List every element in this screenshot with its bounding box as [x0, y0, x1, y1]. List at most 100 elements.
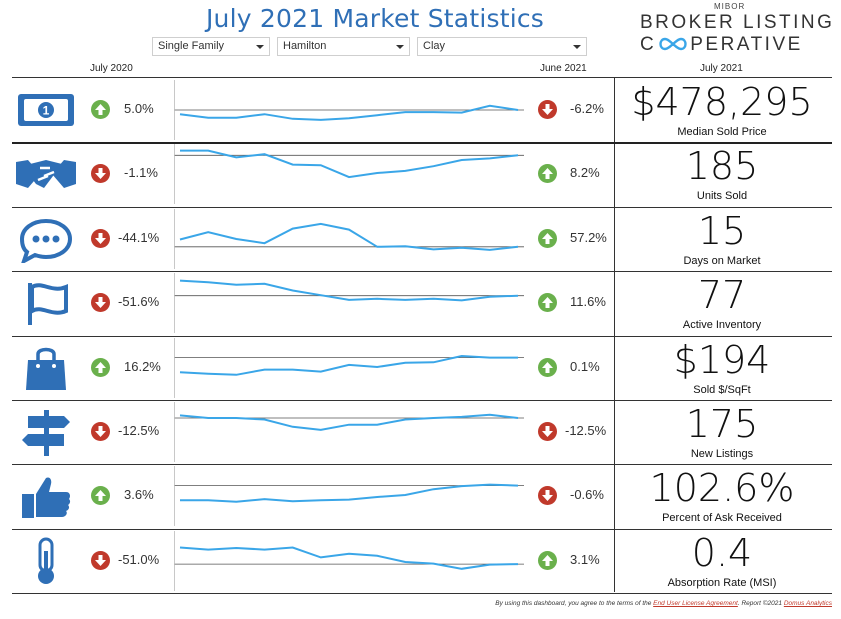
- column-july-2020: July 2020: [90, 63, 133, 74]
- metric-label: New Listings: [690, 448, 754, 460]
- signpost-icon: [22, 410, 70, 456]
- metric-value: 102.6%: [649, 466, 795, 510]
- yoy-change: 3.6%: [124, 487, 154, 502]
- divider-vertical: [614, 77, 615, 592]
- series-line: [179, 546, 519, 570]
- mom-change: 57.2%: [570, 230, 607, 245]
- metric-value: 175: [685, 402, 759, 446]
- series-line: [179, 279, 519, 302]
- chat-icon: [19, 218, 73, 263]
- sparkline-chart: [174, 338, 524, 398]
- township-value: Clay: [423, 40, 446, 52]
- sparkline-chart: [174, 144, 524, 204]
- metric-label: Absorption Rate (MSI): [667, 577, 777, 589]
- flag-icon: [28, 283, 68, 325]
- row-divider: [12, 336, 832, 337]
- series-line: [180, 483, 519, 503]
- chevron-down-icon: [396, 45, 404, 49]
- county-value: Hamilton: [283, 40, 327, 52]
- yoy-change: -12.5%: [118, 423, 160, 438]
- metric-row: 1 5.0% -6.2% $478,295 Median Sold Price: [12, 78, 832, 142]
- row-divider: [12, 207, 832, 208]
- series-line: [179, 222, 519, 251]
- township-select[interactable]: Clay: [417, 37, 587, 56]
- chevron-down-icon: [256, 45, 264, 49]
- row-divider: [12, 529, 832, 530]
- metric-row: -44.1% 57.2% 15 Days on Market: [12, 207, 832, 271]
- mom-change: 11.6%: [570, 294, 606, 309]
- mom-arrow-up-icon: [538, 164, 557, 183]
- row-divider: [12, 271, 832, 272]
- logo-mibor: MIBOR: [714, 2, 746, 11]
- series-line: [179, 104, 519, 121]
- infinity-logo-icon: [659, 37, 687, 51]
- metric-row: -51.6% 11.6% 77 Active Inventory: [12, 271, 832, 335]
- mom-arrow-up-icon: [538, 551, 557, 570]
- metric-value: 185: [685, 144, 759, 188]
- eula-link[interactable]: End User License Agreement: [653, 600, 738, 607]
- sparkline-chart: [174, 531, 524, 591]
- yoy-arrow-down-icon: [91, 551, 110, 570]
- mom-arrow-down-icon: [538, 100, 557, 119]
- money-icon: 1: [18, 94, 74, 126]
- row-divider: [12, 142, 832, 144]
- row-divider: [12, 593, 832, 594]
- mom-arrow-down-icon: [538, 486, 557, 505]
- domus-link[interactable]: Domus Analytics: [783, 600, 832, 607]
- yoy-change: -51.6%: [118, 294, 160, 309]
- metric-label: Days on Market: [683, 255, 761, 267]
- logo-rest: PERATIVE: [690, 34, 803, 55]
- metric-label: Active Inventory: [682, 319, 762, 331]
- logo-line-2: C PERATIVE: [640, 34, 803, 56]
- sparkline-chart: [174, 466, 524, 526]
- metric-value: $478,295: [631, 80, 813, 124]
- logo-line-1: BROKER LISTING: [640, 12, 835, 33]
- metric-label: Units Sold: [696, 190, 748, 202]
- mom-change: -6.2%: [570, 101, 604, 116]
- metric-row: -12.5% -12.5% 175 New Listings: [12, 400, 832, 464]
- sparkline-chart: [174, 273, 524, 333]
- sparkline-chart: [174, 402, 524, 462]
- row-divider: [12, 400, 832, 401]
- yoy-arrow-up-icon: [91, 358, 110, 377]
- yoy-arrow-down-icon: [91, 164, 110, 183]
- metric-row: 3.6% -0.6% 102.6% Percent of Ask Received: [12, 464, 832, 528]
- thermometer-icon: [38, 537, 54, 584]
- county-select[interactable]: Hamilton: [277, 37, 410, 56]
- mom-arrow-up-icon: [538, 358, 557, 377]
- mom-change: 3.1%: [570, 552, 600, 567]
- metric-label: Sold $/SqFt: [693, 384, 751, 396]
- metric-row: 16.2% 0.1% $194 Sold $/SqFt: [12, 336, 832, 400]
- logo-letter: C: [640, 34, 657, 55]
- yoy-change: 5.0%: [124, 101, 154, 116]
- footer-middle: . Report ©2021: [737, 600, 784, 607]
- row-divider: [12, 464, 832, 465]
- mom-arrow-up-icon: [538, 293, 557, 312]
- footer-prefix: By using this dashboard, you agree to th…: [495, 600, 654, 607]
- bag-icon: [26, 347, 66, 390]
- divider-top: [12, 77, 832, 78]
- handshake-icon: [16, 160, 76, 188]
- metric-row: -51.0% 3.1% 0.4 Absorption Rate (MSI): [12, 529, 832, 593]
- series-line: [179, 413, 519, 431]
- page-title: July 2021 Market Statistics: [205, 4, 545, 33]
- metric-value: $194: [673, 338, 771, 382]
- sparkline-chart: [174, 80, 524, 140]
- sparkline-chart: [174, 209, 524, 269]
- metric-value: 77: [697, 273, 747, 317]
- metric-value: 15: [697, 209, 747, 253]
- yoy-arrow-up-icon: [91, 100, 110, 119]
- svg-text:1: 1: [43, 104, 50, 118]
- metric-label: Percent of Ask Received: [662, 512, 782, 524]
- yoy-arrow-up-icon: [91, 486, 110, 505]
- metric-row: -1.1% 8.2% 185 Units Sold: [12, 142, 832, 206]
- series-line: [179, 354, 518, 376]
- yoy-change: -51.0%: [118, 552, 160, 567]
- thumbs-up-icon: [22, 477, 71, 518]
- property-type-select[interactable]: Single Family: [152, 37, 270, 56]
- metric-value: 0.4: [691, 531, 753, 575]
- column-june-2021: June 2021: [540, 63, 587, 74]
- yoy-arrow-down-icon: [91, 422, 110, 441]
- yoy-arrow-down-icon: [91, 293, 110, 312]
- metric-label: Median Sold Price: [677, 126, 767, 138]
